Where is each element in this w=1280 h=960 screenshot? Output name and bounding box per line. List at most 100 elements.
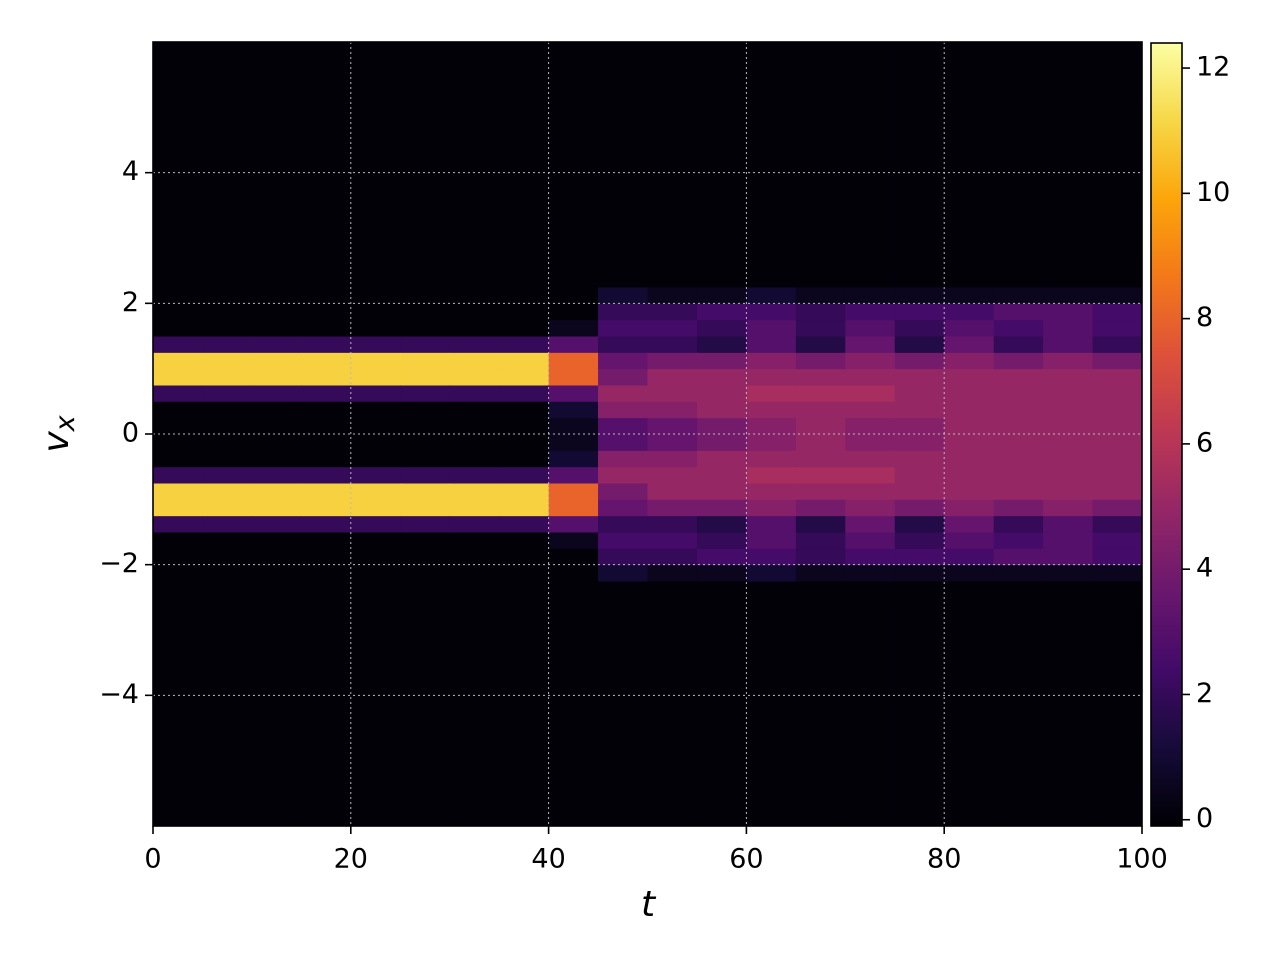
cell xyxy=(696,42,747,272)
colorbar xyxy=(1150,42,1183,827)
cell xyxy=(696,319,747,337)
cell xyxy=(696,368,747,386)
cell xyxy=(202,450,253,468)
cell xyxy=(894,368,945,386)
cell xyxy=(944,483,995,500)
cell xyxy=(153,368,203,386)
cell xyxy=(153,417,203,435)
cell xyxy=(1043,417,1094,435)
cell xyxy=(598,270,648,288)
cell xyxy=(845,401,896,419)
cell xyxy=(1092,385,1143,402)
cell xyxy=(845,532,896,549)
cell xyxy=(696,434,747,451)
cell xyxy=(894,515,945,533)
cell xyxy=(795,499,846,517)
cell xyxy=(202,368,253,386)
cell xyxy=(845,483,896,500)
cell xyxy=(449,336,500,353)
cell xyxy=(647,515,698,533)
cell xyxy=(598,336,648,353)
cell xyxy=(1092,564,1143,582)
cell xyxy=(647,303,698,321)
cell xyxy=(993,42,1044,272)
cell xyxy=(499,466,550,484)
cell xyxy=(202,515,253,533)
cell xyxy=(153,532,203,549)
cell xyxy=(894,270,945,288)
cell xyxy=(993,287,1044,304)
cell xyxy=(400,319,451,337)
cell xyxy=(746,434,797,451)
cell xyxy=(894,532,945,549)
cell xyxy=(449,385,500,402)
cell xyxy=(1043,434,1094,451)
cell xyxy=(696,548,747,566)
cell xyxy=(1092,303,1143,321)
cell xyxy=(350,368,401,386)
cell xyxy=(499,319,550,337)
cell xyxy=(499,564,550,582)
cell xyxy=(449,483,500,500)
cell xyxy=(251,597,302,827)
cell xyxy=(1043,515,1094,533)
cell xyxy=(548,417,599,435)
cell xyxy=(499,434,550,451)
cell xyxy=(400,42,451,272)
cell xyxy=(746,548,797,566)
cell xyxy=(449,319,500,337)
cell xyxy=(301,548,352,566)
cell xyxy=(301,417,352,435)
cell xyxy=(993,385,1044,402)
cell xyxy=(1043,499,1094,517)
cell xyxy=(647,564,698,582)
cell xyxy=(153,597,203,827)
colorbar-tick-label: 0 xyxy=(1196,803,1213,834)
cell xyxy=(1092,532,1143,549)
cell xyxy=(944,270,995,288)
cell xyxy=(499,287,550,304)
cell xyxy=(1092,515,1143,533)
cell xyxy=(894,564,945,582)
cell xyxy=(251,434,302,451)
cell xyxy=(647,417,698,435)
cell xyxy=(795,564,846,582)
cell xyxy=(449,434,500,451)
cell xyxy=(1092,287,1143,304)
cell xyxy=(894,303,945,321)
cell xyxy=(1043,270,1094,288)
cell xyxy=(153,270,203,288)
cell xyxy=(696,597,747,827)
cell xyxy=(894,401,945,419)
cell xyxy=(350,417,401,435)
cell xyxy=(350,548,401,566)
colorbar-tick-label: 8 xyxy=(1196,302,1213,333)
cell xyxy=(251,515,302,533)
cell xyxy=(301,466,352,484)
cell xyxy=(944,532,995,549)
cell xyxy=(1092,319,1143,337)
cell xyxy=(696,385,747,402)
cell xyxy=(153,287,203,304)
cell xyxy=(400,303,451,321)
cell xyxy=(301,401,352,419)
cell xyxy=(153,336,203,353)
cell xyxy=(499,417,550,435)
cell xyxy=(944,385,995,402)
cell xyxy=(153,352,203,370)
cell xyxy=(153,466,203,484)
cell xyxy=(598,548,648,566)
cell xyxy=(795,515,846,533)
cell xyxy=(944,42,995,272)
cell xyxy=(944,515,995,533)
cell xyxy=(944,287,995,304)
cell xyxy=(598,434,648,451)
cell xyxy=(598,319,648,337)
cell xyxy=(251,368,302,386)
cell xyxy=(202,548,253,566)
cell xyxy=(746,417,797,435)
colorbar-tick-label: 10 xyxy=(1196,177,1230,208)
cell xyxy=(598,417,648,435)
cell xyxy=(251,417,302,435)
cell xyxy=(449,581,500,598)
